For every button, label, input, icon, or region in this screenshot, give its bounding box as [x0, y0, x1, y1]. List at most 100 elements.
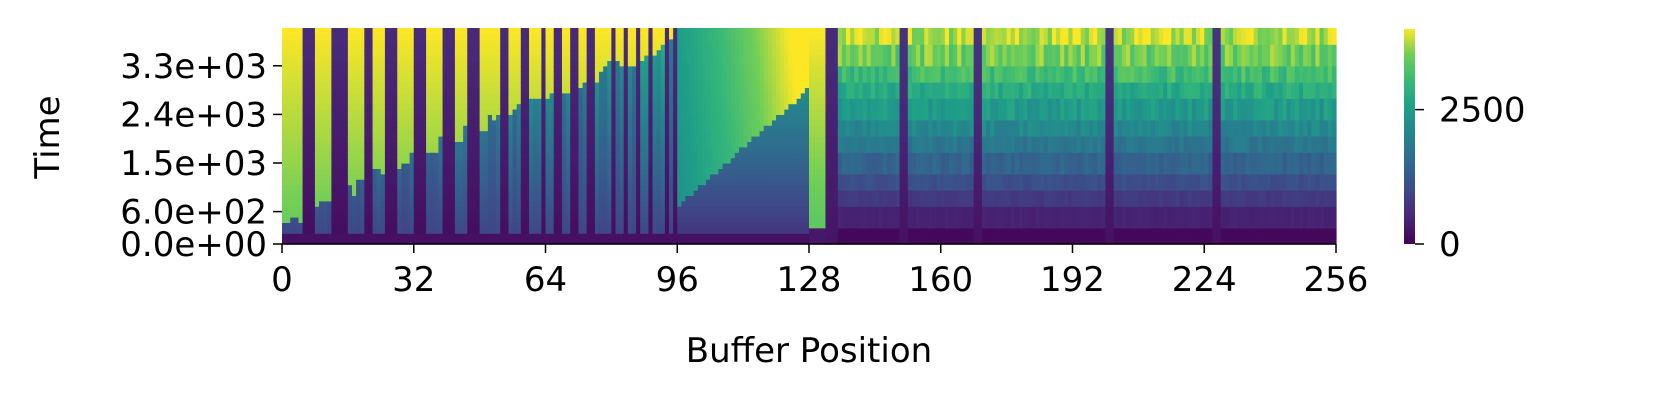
- heatmap-cell: [788, 114, 794, 121]
- heatmap-cell: [397, 92, 402, 99]
- heatmap-cell: [627, 92, 633, 99]
- heatmap-cell: [417, 33, 423, 40]
- heatmap-cell: [487, 87, 493, 94]
- heatmap-cell: [380, 157, 386, 164]
- heatmap-cell: [520, 157, 526, 164]
- heatmap-cell: [681, 141, 687, 148]
- heatmap-cell: [788, 130, 794, 137]
- heatmap-cell: [718, 44, 724, 51]
- heatmap-cell: [541, 163, 547, 169]
- heatmap-cell: [578, 28, 584, 34]
- heatmap-cell: [384, 76, 390, 83]
- heatmap-cell: [582, 152, 588, 159]
- heatmap-cell: [351, 125, 357, 132]
- heatmap-cell: [743, 71, 748, 78]
- heatmap-cell: [681, 152, 687, 159]
- heatmap-cell: [417, 227, 423, 234]
- heatmap-cell: [636, 76, 641, 83]
- heatmap-cell: [430, 141, 435, 148]
- heatmap-cell: [339, 38, 345, 45]
- heatmap-cell: [290, 109, 295, 115]
- heatmap-cell: [479, 206, 485, 213]
- heatmap-cell: [524, 238, 530, 245]
- heatmap-cell: [298, 114, 304, 121]
- heatmap-cell: [463, 82, 468, 88]
- heatmap-cell: [599, 49, 604, 56]
- heatmap-cell: [450, 146, 456, 153]
- heatmap-cell: [286, 157, 291, 164]
- heatmap-cell: [512, 82, 518, 88]
- heatmap-cell: [664, 44, 670, 51]
- heatmap-cell: [776, 49, 781, 56]
- heatmap-cell: [401, 157, 407, 164]
- heatmap-cell: [508, 49, 514, 56]
- heatmap-cell: [413, 136, 419, 142]
- heatmap-cell: [335, 168, 341, 175]
- heatmap-cell: [648, 211, 654, 218]
- heatmap-cell: [323, 44, 328, 51]
- heatmap-cell: [780, 98, 785, 105]
- heatmap-cell: [697, 238, 703, 245]
- heatmap-cell: [611, 141, 617, 148]
- heatmap-cell: [442, 168, 448, 175]
- heatmap-cell: [430, 71, 435, 78]
- heatmap-cell: [298, 136, 304, 142]
- heatmap-cell: [664, 71, 670, 78]
- heatmap-cell: [389, 44, 394, 51]
- heatmap-cell: [784, 146, 790, 153]
- heatmap-cell: [298, 33, 304, 40]
- heatmap-cell: [660, 217, 666, 223]
- heatmap-cell: [467, 217, 472, 223]
- heatmap-cell: [739, 60, 744, 67]
- heatmap-cell: [389, 65, 394, 72]
- heatmap-cell: [776, 71, 781, 78]
- heatmap-cell: [302, 195, 308, 202]
- heatmap-cell: [660, 222, 666, 229]
- heatmap-cell: [739, 184, 744, 191]
- heatmap-cell: [590, 206, 596, 213]
- heatmap-cell: [570, 163, 575, 169]
- heatmap-cell: [298, 157, 304, 164]
- heatmap-cell: [413, 87, 419, 94]
- heatmap-cell: [541, 33, 547, 40]
- heatmap-cell: [689, 103, 695, 110]
- heatmap-cell: [397, 76, 402, 83]
- heatmap-cell: [673, 98, 678, 105]
- heatmap-cell: [656, 163, 662, 169]
- heatmap-cell: [710, 44, 715, 51]
- heatmap-cell: [615, 157, 621, 164]
- heatmap-cell: [463, 49, 468, 56]
- heatmap-cell: [421, 109, 427, 115]
- heatmap-cell: [706, 211, 711, 218]
- heatmap-cell: [599, 60, 604, 67]
- heatmap-cell: [467, 211, 472, 218]
- heatmap-cell: [566, 44, 571, 51]
- heatmap-cell: [759, 82, 765, 88]
- heatmap-cell: [471, 146, 477, 153]
- heatmap-cell: [751, 76, 757, 83]
- heatmap-cell: [701, 141, 707, 148]
- heatmap-cell: [697, 152, 703, 159]
- heatmap-cell: [347, 211, 353, 218]
- heatmap-cell: [500, 125, 505, 132]
- heatmap-cell: [677, 82, 682, 88]
- heatmap-cell: [689, 190, 695, 196]
- heatmap-cell: [529, 119, 534, 126]
- heatmap-cell: [331, 157, 337, 164]
- heatmap-cell: [681, 109, 687, 115]
- heatmap-cell: [677, 49, 682, 56]
- heatmap-cell: [500, 109, 505, 115]
- heatmap-cell: [496, 82, 501, 88]
- heatmap-cell: [306, 163, 312, 169]
- heatmap-cell: [339, 146, 345, 153]
- heatmap-cell: [607, 76, 612, 83]
- heatmap-cell: [631, 65, 637, 72]
- heatmap-cell: [784, 157, 790, 164]
- heatmap-cell: [718, 200, 724, 207]
- heatmap-cell: [434, 87, 440, 94]
- heatmap-cell: [726, 65, 732, 72]
- heatmap-cell: [459, 233, 464, 240]
- heatmap-cell: [508, 179, 514, 186]
- heatmap-cell: [739, 119, 744, 126]
- heatmap-cell: [652, 44, 658, 51]
